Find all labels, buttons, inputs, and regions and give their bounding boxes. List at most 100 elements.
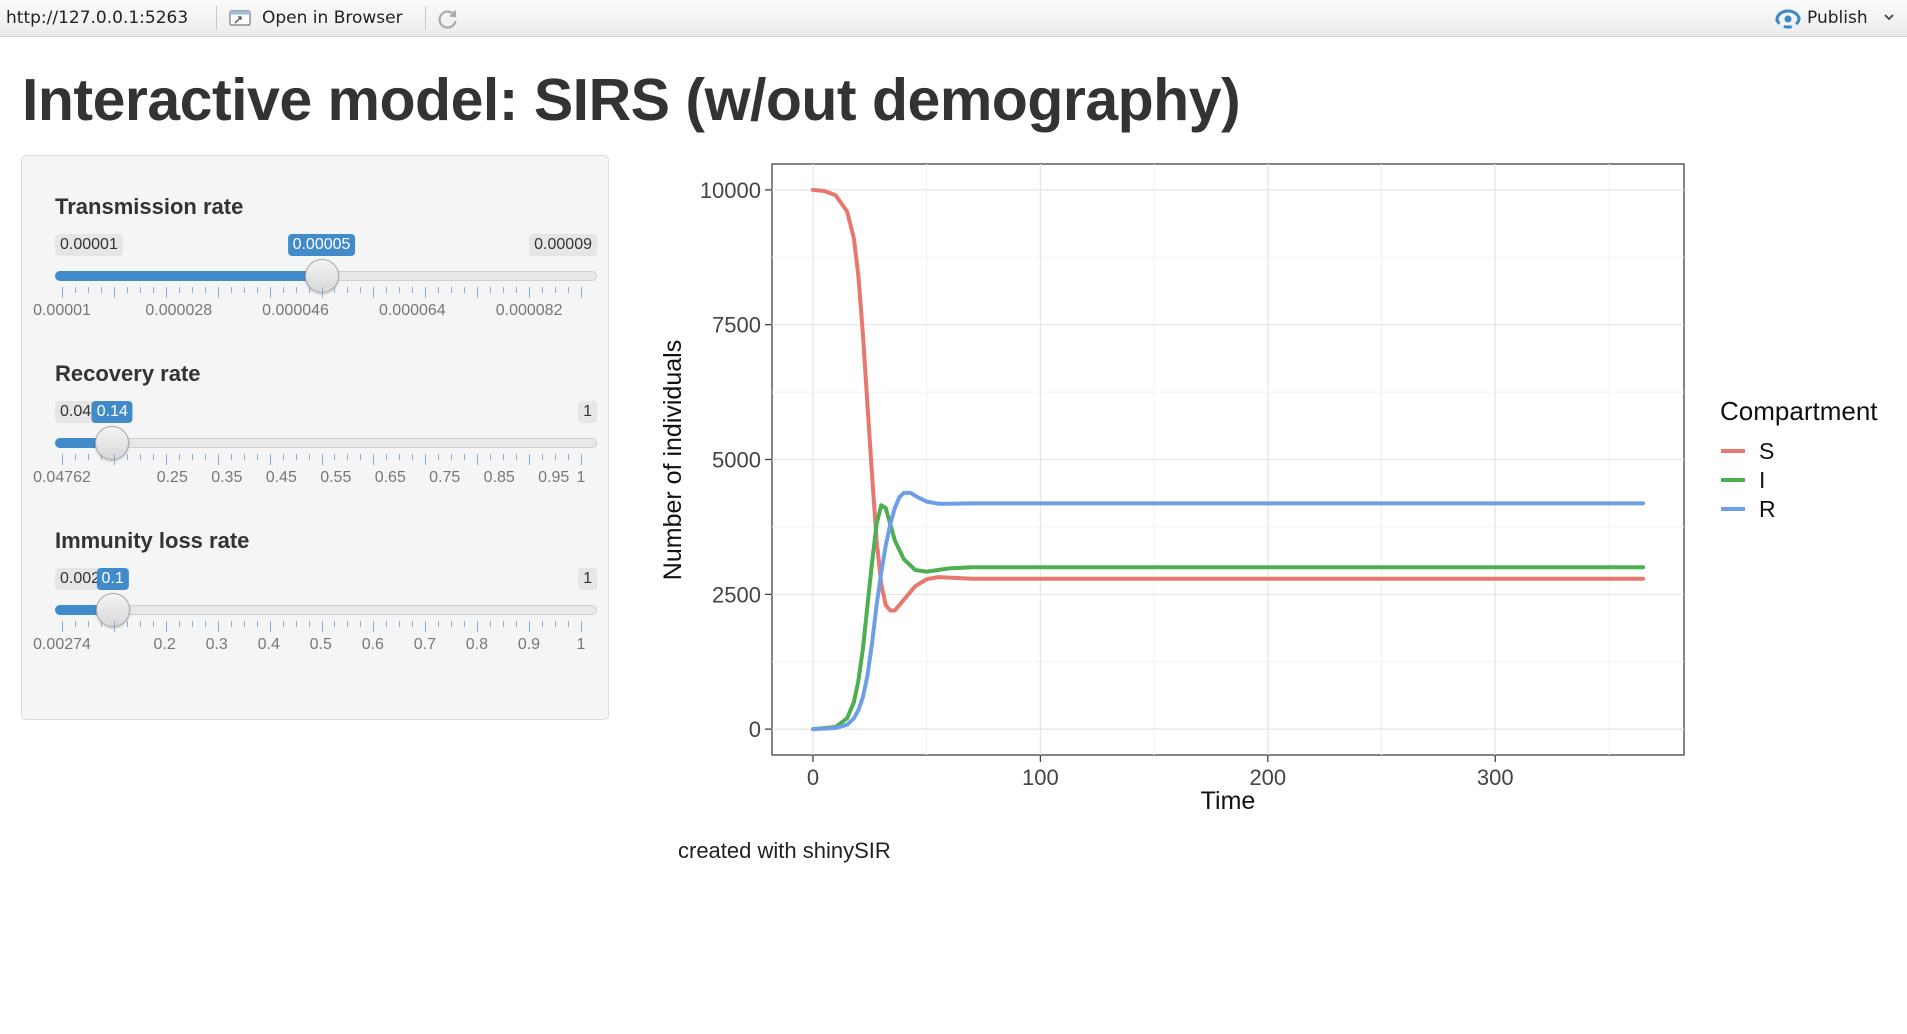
slider-tick bbox=[74, 621, 76, 627]
slider-tick bbox=[568, 454, 570, 460]
slider-tick bbox=[321, 287, 323, 298]
slider-tick bbox=[139, 454, 141, 460]
slider-tick bbox=[217, 287, 219, 298]
slider-tick bbox=[178, 287, 180, 293]
slider-tick bbox=[477, 287, 479, 298]
slider-tick bbox=[516, 454, 518, 460]
slider-tick bbox=[178, 454, 180, 460]
sidebar-panel: Transmission rate 0.00001 0.00009 0.00005 0.… bbox=[21, 155, 609, 720]
slider-tick-label: 0.65 bbox=[374, 469, 406, 486]
slider-tick bbox=[542, 454, 544, 460]
slider-tick bbox=[529, 287, 531, 298]
slider-tick bbox=[282, 454, 284, 460]
footer-credit: created with shinySIR bbox=[678, 838, 891, 863]
slider-tick bbox=[178, 621, 180, 627]
slider-tick bbox=[503, 287, 505, 293]
plot-legend: Compartment SIR bbox=[1720, 396, 1878, 522]
slider-tick bbox=[113, 454, 115, 465]
slider-tick bbox=[503, 454, 505, 460]
slider-tick-label: 0.4 bbox=[257, 636, 280, 653]
slider-tick-label: 0.45 bbox=[265, 469, 297, 486]
slider-tick bbox=[399, 287, 401, 293]
slider-tick bbox=[74, 287, 76, 293]
slider-tick bbox=[568, 287, 570, 293]
slider-tick bbox=[555, 621, 557, 627]
slider-tick bbox=[87, 621, 89, 627]
slider-tick bbox=[321, 454, 323, 465]
legend-label-R: R bbox=[1759, 496, 1776, 522]
slider-tick-label: 0.3 bbox=[205, 636, 228, 653]
slider-tick bbox=[308, 621, 310, 627]
slider-tick bbox=[308, 287, 310, 293]
slider-tick bbox=[464, 621, 466, 627]
slider-ticks bbox=[22, 454, 610, 466]
slider-fill bbox=[55, 605, 113, 615]
chevron-down-icon[interactable] bbox=[1882, 10, 1896, 24]
slider-tick bbox=[269, 454, 271, 465]
slider-tick bbox=[490, 287, 492, 293]
y-tick-label: 10000 bbox=[700, 178, 761, 203]
slider-tick bbox=[204, 454, 206, 460]
slider-tick bbox=[126, 287, 128, 293]
series-line-I bbox=[810, 503, 1646, 732]
slider-value-label: 0.14 bbox=[91, 401, 133, 423]
slider-tick-label: 0.25 bbox=[156, 469, 188, 486]
y-tick-label: 5000 bbox=[712, 448, 761, 473]
viewer-toolbar: http://127.0.0.1:5263 Open in Browser Pu… bbox=[0, 0, 1907, 37]
publish-icon[interactable] bbox=[1774, 9, 1802, 29]
slider-tick-labels: 0.04762 0.25 0.35 0.45 0.55 0.65 0.75 0.85 0.95 1 bbox=[22, 469, 610, 489]
slider-value-label: 0.00005 bbox=[287, 234, 356, 256]
slider-tick bbox=[230, 621, 232, 627]
slider-tick bbox=[126, 454, 128, 460]
refresh-icon[interactable] bbox=[436, 7, 460, 31]
slider-tick bbox=[490, 454, 492, 460]
open-in-browser-icon[interactable] bbox=[229, 10, 251, 26]
slider-tick bbox=[269, 621, 271, 632]
slider-tick-label: 0.000046 bbox=[262, 302, 329, 319]
slider-tick-label: 1 bbox=[576, 636, 586, 653]
slider-tick bbox=[230, 287, 232, 293]
sirs-plot: 0 100 200 300 0 2500 5000 7500 10000 Time Number… bbox=[659, 163, 1878, 815]
slider-tick-label: 0.00001 bbox=[33, 302, 91, 319]
slider-tick bbox=[412, 621, 414, 627]
slider-tick-label: 0.6 bbox=[361, 636, 384, 653]
slider-track[interactable] bbox=[55, 605, 597, 615]
slider-tick bbox=[217, 621, 219, 632]
y-axis-label: Number of individuals bbox=[659, 340, 687, 580]
x-tick-label: 100 bbox=[1022, 765, 1059, 790]
slider-tick bbox=[230, 454, 232, 460]
slider-tick bbox=[126, 621, 128, 627]
url-display[interactable]: http://127.0.0.1:5263 bbox=[6, 8, 189, 28]
slider-label: Recovery rate bbox=[55, 361, 201, 386]
open-in-browser-button[interactable]: Open in Browser bbox=[262, 8, 403, 28]
slider-tick bbox=[542, 287, 544, 293]
slider-tick bbox=[152, 621, 154, 627]
slider-tick bbox=[191, 454, 193, 460]
publish-button[interactable]: Publish bbox=[1807, 8, 1868, 28]
slider-tick bbox=[438, 287, 440, 293]
toolbar-divider bbox=[425, 6, 426, 30]
slider-tick bbox=[139, 621, 141, 627]
slider-tick bbox=[62, 621, 63, 632]
toolbar-divider bbox=[216, 6, 217, 30]
slider-tick bbox=[113, 621, 115, 632]
slider-tick-label: 0.000064 bbox=[378, 302, 446, 319]
slider-track[interactable] bbox=[55, 438, 597, 448]
slider-tick bbox=[347, 287, 349, 293]
slider-tick bbox=[477, 454, 479, 465]
slider-tick-label: 0.85 bbox=[483, 469, 515, 486]
slider-tick bbox=[191, 287, 193, 293]
slider-tick bbox=[347, 454, 349, 460]
slider-tick bbox=[282, 621, 284, 627]
slider-tick bbox=[386, 454, 388, 460]
slider-tick bbox=[399, 454, 401, 460]
slider-tick bbox=[217, 454, 219, 465]
slider-tick bbox=[152, 454, 154, 460]
y-tick-label: 2500 bbox=[712, 582, 761, 607]
page-title: Interactive model: SIRS (w/out demograph… bbox=[22, 67, 1241, 133]
slider-tick bbox=[425, 621, 427, 632]
plot-axes: 0 100 200 300 0 2500 5000 7500 10000 bbox=[700, 178, 1514, 790]
slider-tick bbox=[464, 287, 466, 293]
slider-tick-label: 0.35 bbox=[211, 469, 243, 486]
slider-tick bbox=[243, 454, 245, 460]
